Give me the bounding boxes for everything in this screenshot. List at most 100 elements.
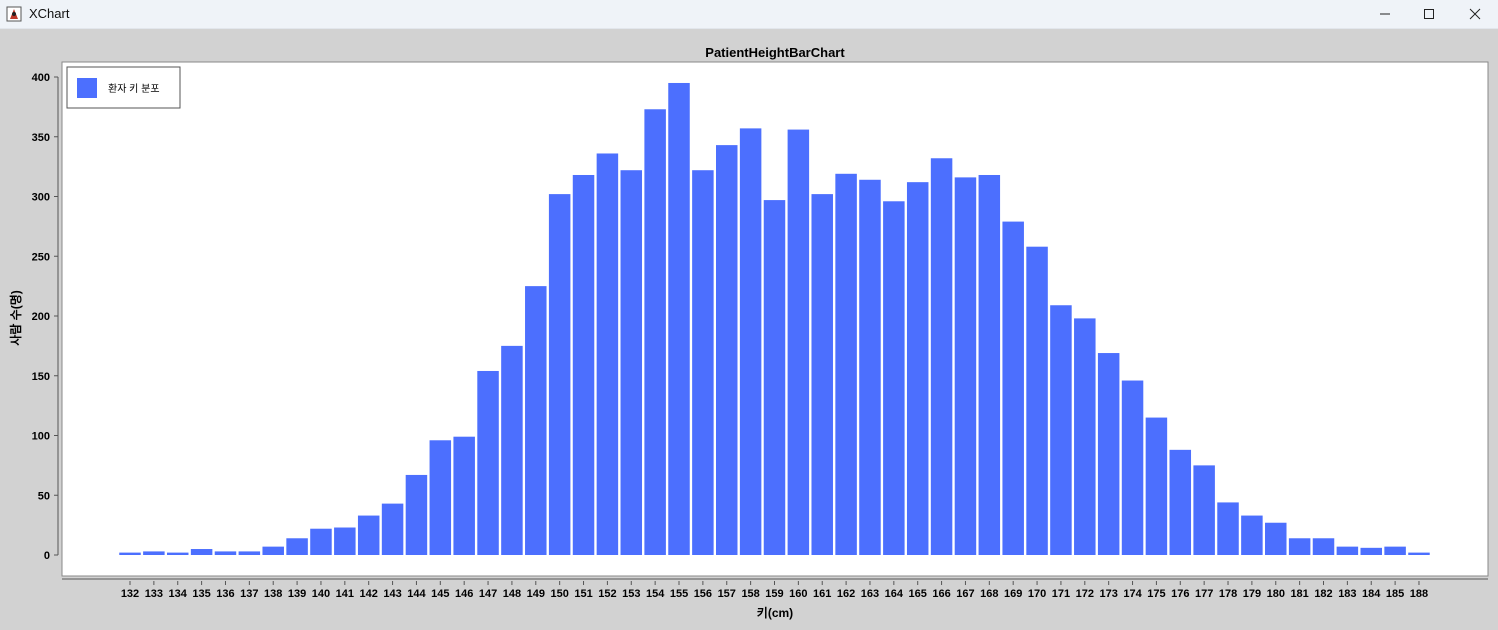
bar	[883, 201, 905, 555]
x-tick-label: 168	[980, 588, 998, 600]
x-tick-label: 188	[1410, 588, 1428, 600]
bar	[930, 158, 953, 555]
x-tick-label: 134	[169, 588, 188, 600]
bar	[381, 503, 404, 555]
y-axis: 0 50 100 150 200 250 300 350 400	[32, 72, 59, 562]
bar	[572, 174, 595, 556]
x-tick-label: 152	[598, 588, 616, 600]
x-tick-label: 150	[550, 588, 568, 600]
bar	[954, 177, 977, 555]
x-tick-label: 166	[932, 588, 950, 600]
x-tick-label: 164	[885, 588, 904, 600]
y-tick-label: 400	[32, 72, 50, 84]
bar	[1288, 538, 1311, 555]
x-tick-label: 136	[216, 588, 234, 600]
x-tick-label: 165	[909, 588, 927, 600]
bar	[548, 194, 571, 556]
close-button[interactable]	[1452, 0, 1498, 28]
bar	[119, 552, 141, 555]
bar	[1050, 305, 1072, 555]
x-tick-label: 138	[264, 588, 282, 600]
bar	[1169, 449, 1192, 555]
x-tick-label: 148	[503, 588, 521, 600]
x-tick-label: 143	[383, 588, 401, 600]
x-tick-label: 182	[1314, 588, 1332, 600]
x-tick-label: 171	[1052, 588, 1070, 600]
x-tick-label: 178	[1219, 588, 1237, 600]
x-tick-label: 144	[407, 588, 426, 600]
y-tick-label: 100	[32, 431, 50, 443]
x-tick-label: 147	[479, 588, 497, 600]
title-bar: XChart	[0, 0, 1498, 29]
bar	[190, 549, 213, 555]
bar	[739, 128, 762, 555]
bar	[692, 170, 714, 555]
bar	[334, 527, 356, 555]
x-tick-label: 133	[145, 588, 163, 600]
bar	[620, 170, 643, 555]
x-tick-label: 156	[694, 588, 712, 600]
bar	[1026, 246, 1048, 555]
x-tick-label: 140	[312, 588, 330, 600]
legend: 환자 키 분포	[66, 66, 181, 109]
bar	[1312, 538, 1335, 555]
bar	[716, 145, 738, 555]
x-tick-label: 177	[1195, 588, 1213, 600]
bar	[1360, 547, 1382, 555]
x-tick-label: 132	[121, 588, 139, 600]
y-tick-label: 50	[38, 490, 50, 502]
x-tick-label: 179	[1243, 588, 1261, 600]
x-tick-label: 167	[956, 588, 974, 600]
x-tick-label: 180	[1267, 588, 1285, 600]
bar	[1217, 502, 1239, 555]
bar	[763, 200, 786, 555]
bar	[1097, 353, 1120, 555]
bar	[262, 546, 284, 555]
y-tick-label: 0	[44, 550, 50, 562]
bar	[1408, 552, 1430, 555]
maximize-icon	[1424, 9, 1434, 19]
minimize-icon	[1380, 13, 1390, 15]
x-tick-label: 155	[670, 588, 688, 600]
bar	[477, 370, 499, 555]
bar	[1121, 380, 1144, 555]
bar	[978, 174, 1001, 556]
x-tick-label: 146	[455, 588, 473, 600]
bar	[906, 182, 929, 555]
legend-label: 환자 키 분포	[108, 83, 160, 95]
x-tick-label: 153	[622, 588, 640, 600]
x-tick-label: 160	[789, 588, 807, 600]
maximize-button[interactable]	[1406, 0, 1452, 28]
minimize-button[interactable]	[1362, 0, 1408, 28]
x-tick-label: 157	[718, 588, 736, 600]
x-tick-label: 145	[431, 588, 449, 600]
x-tick-label: 154	[646, 588, 665, 600]
bar	[787, 129, 810, 555]
bar	[429, 440, 452, 555]
x-tick-label: 161	[813, 588, 831, 600]
x-tick-label: 184	[1362, 588, 1381, 600]
x-tick-label: 181	[1290, 588, 1308, 600]
x-axis: 132 133 134 135 136 137 138 139 140 141 142 143 144 1…	[62, 578, 1488, 600]
bar-chart: PatientHeightBarChart 사람 수(명) 키(cm) 0 50 1…	[8, 45, 1489, 620]
x-tick-label: 151	[574, 588, 592, 600]
x-tick-label: 149	[527, 588, 545, 600]
x-tick-label: 159	[765, 588, 783, 600]
y-axis-title: 사람 수(명)	[8, 290, 23, 346]
x-tick-label: 139	[288, 588, 306, 600]
x-tick-label: 158	[741, 588, 759, 600]
bar	[1193, 465, 1215, 555]
y-tick-label: 250	[32, 251, 50, 263]
y-tick-label: 300	[32, 192, 50, 204]
x-tick-label: 183	[1338, 588, 1356, 600]
java-duke-icon	[6, 6, 22, 22]
bar	[1336, 546, 1359, 555]
x-tick-label: 174	[1123, 588, 1142, 600]
y-tick-label: 350	[32, 132, 50, 144]
bar	[405, 474, 428, 555]
y-tick-label: 150	[32, 371, 50, 383]
x-axis-title: 키(cm)	[757, 605, 793, 620]
bar	[453, 436, 475, 555]
y-tick-label: 200	[32, 311, 50, 323]
close-icon	[1469, 8, 1481, 20]
